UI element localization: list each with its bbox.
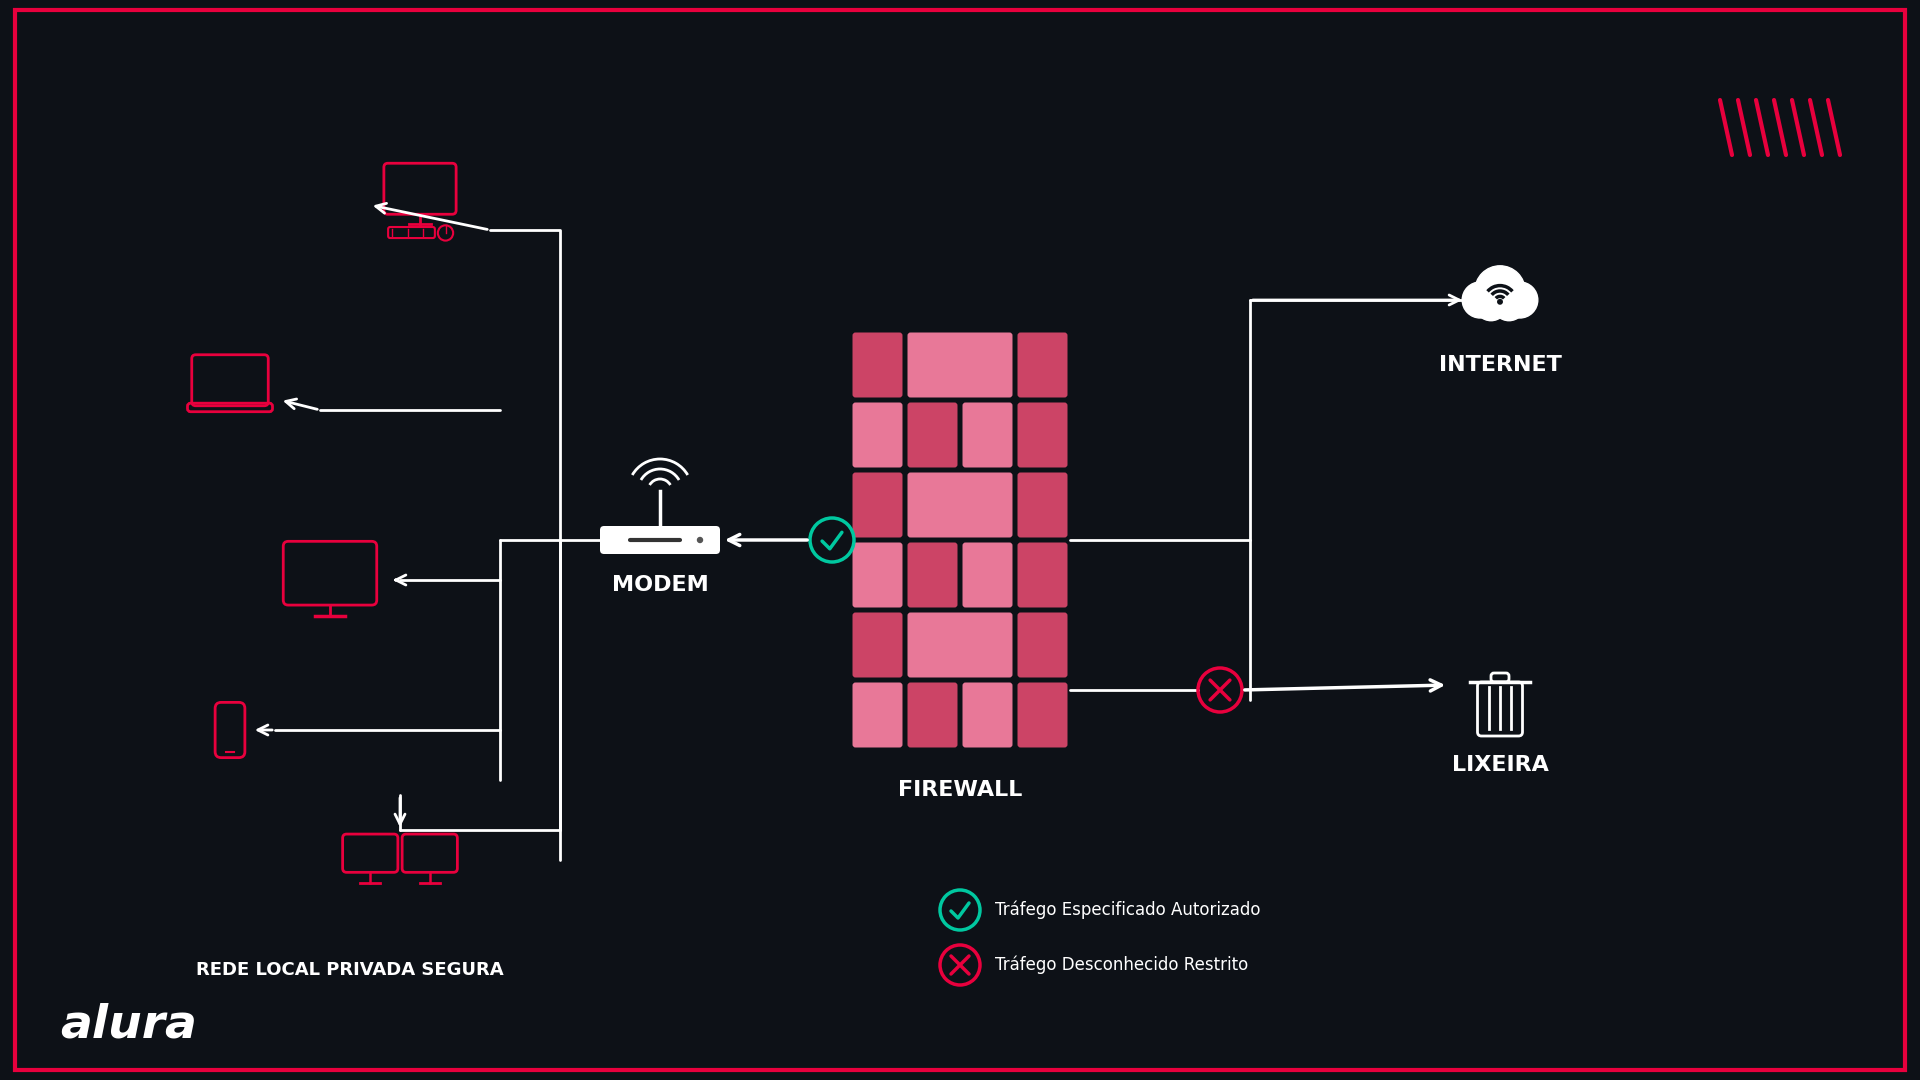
FancyBboxPatch shape [599, 526, 720, 554]
Circle shape [1463, 282, 1498, 318]
Text: LIXEIRA: LIXEIRA [1452, 755, 1548, 775]
Text: REDE LOCAL PRIVADA SEGURA: REDE LOCAL PRIVADA SEGURA [196, 961, 503, 978]
FancyBboxPatch shape [852, 472, 902, 538]
Text: INTERNET: INTERNET [1438, 355, 1561, 375]
FancyBboxPatch shape [908, 612, 1012, 677]
FancyBboxPatch shape [908, 683, 958, 747]
FancyBboxPatch shape [908, 472, 1012, 538]
Text: MODEM: MODEM [612, 575, 708, 595]
Circle shape [1475, 288, 1507, 321]
Text: FIREWALL: FIREWALL [899, 780, 1021, 800]
FancyBboxPatch shape [962, 403, 1012, 468]
FancyBboxPatch shape [852, 612, 902, 677]
FancyBboxPatch shape [962, 683, 1012, 747]
FancyBboxPatch shape [1018, 542, 1068, 607]
Circle shape [1501, 282, 1538, 318]
Text: Tráfego Desconhecido Restrito: Tráfego Desconhecido Restrito [995, 956, 1248, 974]
FancyBboxPatch shape [908, 542, 958, 607]
FancyBboxPatch shape [852, 683, 902, 747]
FancyBboxPatch shape [1018, 333, 1068, 397]
FancyBboxPatch shape [908, 333, 1012, 397]
Circle shape [1475, 266, 1524, 316]
FancyBboxPatch shape [962, 542, 1012, 607]
Text: Tráfego Especificado Autorizado: Tráfego Especificado Autorizado [995, 901, 1261, 919]
FancyBboxPatch shape [852, 542, 902, 607]
Bar [1471, 300, 1528, 311]
FancyBboxPatch shape [1018, 403, 1068, 468]
Circle shape [1494, 288, 1524, 321]
Circle shape [1498, 299, 1501, 305]
FancyBboxPatch shape [852, 403, 902, 468]
FancyBboxPatch shape [908, 403, 958, 468]
Circle shape [697, 538, 703, 542]
Text: alura: alura [60, 1002, 198, 1048]
FancyBboxPatch shape [1018, 612, 1068, 677]
FancyBboxPatch shape [852, 333, 902, 397]
FancyBboxPatch shape [1018, 472, 1068, 538]
FancyBboxPatch shape [1018, 683, 1068, 747]
